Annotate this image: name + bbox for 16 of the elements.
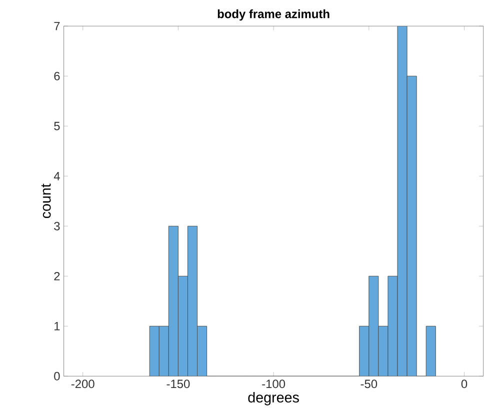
x-tick-label: -150 xyxy=(166,380,190,388)
x-axis-title: degrees xyxy=(248,392,299,406)
x-tick-label: 0 xyxy=(461,380,468,388)
y-tick-label: 5 xyxy=(54,122,60,130)
y-tick-label: 1 xyxy=(54,322,60,330)
x-tick-label: -200 xyxy=(71,380,94,388)
y-tick-label: 4 xyxy=(54,172,60,180)
y-tick-label: 2 xyxy=(54,272,60,280)
y-tick-label: 7 xyxy=(54,22,60,30)
y-tick-label: 3 xyxy=(54,222,60,230)
y-tick-label: 6 xyxy=(54,72,60,80)
chart-title: body frame azimuth xyxy=(218,9,330,21)
x-tick-label: -100 xyxy=(262,380,286,388)
x-tick-label: -50 xyxy=(360,380,378,388)
y-axis-title: count xyxy=(41,184,51,218)
y-tick-label: 0 xyxy=(54,372,60,380)
